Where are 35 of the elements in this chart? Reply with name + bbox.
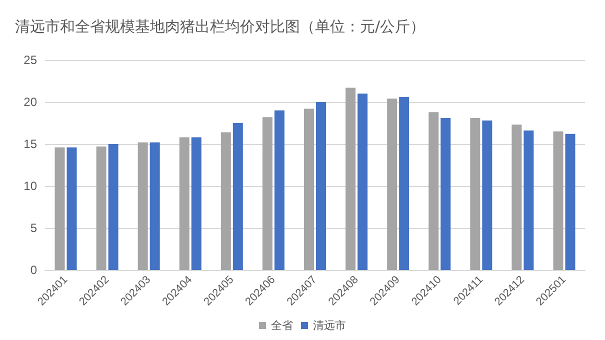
bar: [399, 96, 410, 270]
bar: [358, 94, 368, 270]
bar: [66, 147, 77, 270]
bar: [346, 88, 356, 270]
chart-title: 清远市和全省规模基地肉猪出栏均价对比图（单位：元/公斤）: [15, 18, 426, 36]
y-tick-label: 15: [24, 137, 38, 151]
bar: [150, 142, 160, 270]
bar: [428, 112, 439, 270]
bar: [96, 146, 106, 270]
bar: [565, 134, 576, 270]
y-tick-label: 20: [24, 95, 38, 109]
y-tick-label: 25: [24, 53, 38, 67]
bar: [440, 118, 451, 270]
bar: [138, 142, 148, 270]
bar: [179, 137, 190, 270]
legend-label: 清远市: [313, 319, 346, 332]
legend-label: 全省: [271, 319, 293, 332]
bar: [262, 117, 272, 270]
y-tick-label: 0: [30, 263, 38, 277]
y-tick-label: 5: [30, 221, 38, 235]
bar: [553, 131, 564, 270]
bar: [108, 144, 118, 270]
bar: [54, 147, 65, 270]
bar: [470, 118, 480, 270]
bar: [274, 110, 284, 270]
bar: [232, 123, 243, 270]
bar: [482, 120, 492, 270]
bar: [220, 132, 231, 270]
bar: [191, 137, 202, 270]
y-tick-label: 10: [24, 179, 38, 193]
bar: [512, 124, 522, 270]
bar: [316, 102, 326, 270]
bar: [387, 98, 398, 270]
bar: [524, 130, 534, 270]
bar: [304, 108, 314, 270]
